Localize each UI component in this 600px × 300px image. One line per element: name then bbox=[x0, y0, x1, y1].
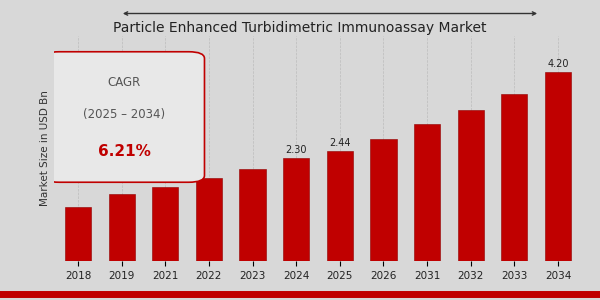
Bar bbox=[65, 207, 91, 261]
Text: 2.44: 2.44 bbox=[329, 139, 350, 148]
Text: (2025 – 2034): (2025 – 2034) bbox=[83, 108, 165, 121]
Text: 6.21%: 6.21% bbox=[98, 144, 151, 159]
Text: Particle Enhanced Turbidimetric Immunoassay Market: Particle Enhanced Turbidimetric Immunoas… bbox=[113, 21, 487, 35]
Y-axis label: Market Size in USD Bn: Market Size in USD Bn bbox=[40, 91, 50, 206]
Bar bbox=[239, 169, 266, 261]
Bar bbox=[501, 94, 527, 261]
Text: 2.30: 2.30 bbox=[286, 145, 307, 155]
Bar bbox=[414, 124, 440, 261]
Bar bbox=[196, 178, 222, 261]
Text: 4.20: 4.20 bbox=[547, 59, 569, 69]
Bar bbox=[109, 194, 135, 261]
Bar bbox=[152, 187, 178, 261]
Bar bbox=[327, 151, 353, 261]
Bar bbox=[458, 110, 484, 261]
FancyBboxPatch shape bbox=[43, 52, 205, 182]
Bar bbox=[283, 158, 309, 261]
Text: CAGR: CAGR bbox=[107, 76, 140, 89]
Bar bbox=[370, 139, 397, 261]
Bar bbox=[545, 72, 571, 261]
